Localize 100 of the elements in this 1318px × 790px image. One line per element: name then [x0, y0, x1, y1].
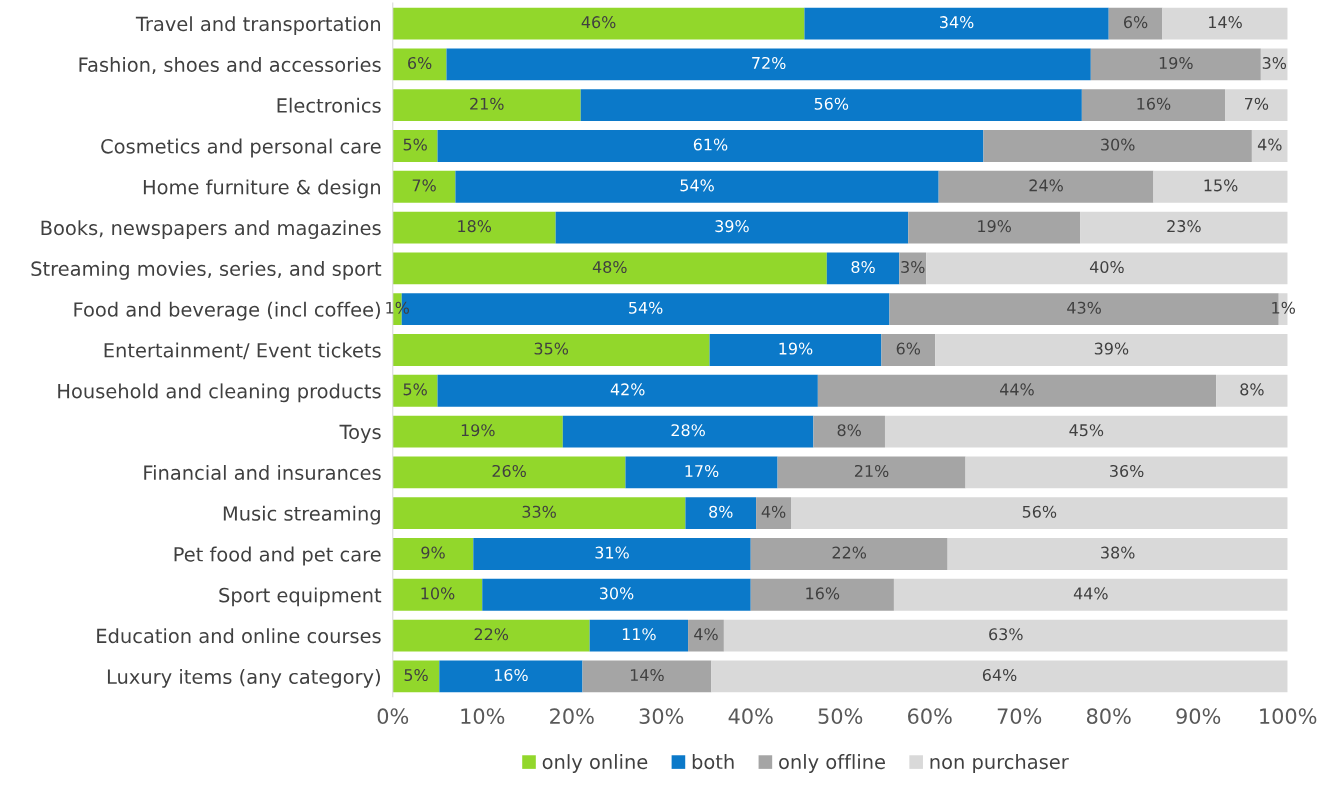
data-label: 56%: [814, 97, 849, 110]
bar: [1162, 7, 1288, 40]
data-label: 35%: [534, 342, 569, 355]
data-label: 5%: [403, 383, 427, 396]
data-label: 11%: [622, 628, 656, 641]
bar: [562, 415, 814, 448]
data-label: 56%: [1022, 505, 1057, 518]
data-label: 33%: [522, 505, 556, 518]
y-tick-label: Travel and transportation: [135, 16, 381, 35]
y-tick-label: Music streaming: [223, 505, 380, 525]
data-label: 42%: [610, 383, 645, 396]
data-label: 19%: [1159, 56, 1193, 69]
data-label: 54%: [680, 179, 714, 192]
bar: [983, 130, 1252, 162]
y-tick-label: Household and cleaning products: [58, 383, 381, 403]
data-label: 3%: [901, 260, 925, 273]
bar: [555, 211, 909, 244]
data-label: 7%: [1245, 97, 1269, 110]
bar: [392, 456, 626, 489]
data-label: 39%: [1094, 342, 1129, 355]
data-label: 30%: [599, 587, 634, 600]
legend-label: both: [692, 754, 734, 770]
bar: [589, 619, 689, 652]
bar: [935, 334, 1288, 366]
y-tick-label: Streaming movies, series, and sport: [31, 260, 382, 280]
bar: [709, 334, 882, 366]
bar: [926, 252, 1288, 285]
bar: [804, 7, 1109, 40]
bar: [392, 578, 483, 611]
bar: [473, 538, 751, 570]
data-label: 14%: [1209, 16, 1242, 29]
x-tick-label: 90%: [1176, 708, 1221, 725]
y-tick-label: Cosmetics and personal care: [101, 138, 381, 158]
data-label: 19%: [461, 424, 495, 437]
y-tick-label: Sport equipment: [219, 587, 382, 607]
bar: [392, 7, 805, 40]
data-label: 22%: [474, 628, 509, 641]
data-label: 17%: [685, 464, 719, 478]
bar: [437, 130, 984, 162]
data-label: 44%: [1000, 383, 1034, 396]
data-label: 8%: [851, 260, 875, 273]
bar: [711, 660, 1288, 693]
data-label: 6%: [408, 56, 432, 69]
bar: [446, 48, 1091, 81]
bar: [1153, 170, 1288, 203]
bar: [392, 211, 556, 244]
bar: [392, 89, 581, 122]
data-label: 30%: [1101, 138, 1135, 151]
bar: [392, 48, 447, 81]
y-tick-label: Pet food and pet care: [174, 546, 381, 566]
data-label: 72%: [752, 56, 786, 69]
bar: [750, 538, 948, 570]
data-label: 16%: [494, 668, 528, 682]
x-tick-label: 20%: [550, 708, 594, 725]
data-label: 36%: [1110, 464, 1144, 478]
y-tick-label: Luxury items (any category): [107, 668, 380, 688]
y-tick-label: Education and online courses: [97, 628, 381, 644]
data-label: 16%: [1137, 97, 1171, 110]
y-tick-label: Electronics: [277, 97, 381, 113]
bar: [1090, 48, 1261, 81]
bar: [899, 252, 927, 285]
data-label: 4%: [694, 628, 718, 641]
data-label: 34%: [940, 16, 974, 29]
data-label: 5%: [403, 138, 427, 151]
data-label: 31%: [595, 546, 629, 559]
data-label: 64%: [982, 668, 1017, 682]
bar: [881, 334, 936, 366]
data-label: 4%: [1257, 138, 1282, 151]
data-label: 22%: [832, 546, 867, 559]
x-tick-label: 30%: [639, 708, 684, 725]
x-tick-label: 50%: [818, 708, 863, 725]
bar: [392, 130, 438, 162]
legend-label: only offline: [779, 754, 885, 773]
bar: [392, 415, 563, 448]
data-label: 6%: [1124, 16, 1148, 29]
data-label: 23%: [1167, 220, 1201, 233]
bar: [1251, 130, 1288, 162]
data-label: 19%: [779, 342, 813, 355]
bar: [455, 170, 939, 203]
bar: [1080, 211, 1288, 244]
data-label: 39%: [715, 220, 749, 233]
data-label: 43%: [1067, 301, 1101, 314]
data-label: 18%: [458, 220, 492, 233]
bar: [965, 456, 1288, 489]
bar: [625, 456, 778, 489]
data-label: 8%: [709, 505, 733, 518]
data-label: 54%: [629, 301, 663, 314]
data-label: 45%: [1069, 424, 1104, 437]
data-label: 8%: [837, 424, 861, 437]
bar: [938, 170, 1154, 203]
bar: [1225, 89, 1288, 122]
bar: [723, 619, 1288, 652]
data-label: 44%: [1073, 587, 1108, 600]
data-label: 1%: [386, 301, 410, 314]
y-tick-label: Toys: [339, 424, 381, 443]
data-label: 19%: [978, 220, 1012, 233]
bar: [482, 578, 751, 611]
legend-label: only online: [542, 754, 648, 773]
bar: [817, 374, 1217, 407]
bar: [580, 89, 1082, 122]
